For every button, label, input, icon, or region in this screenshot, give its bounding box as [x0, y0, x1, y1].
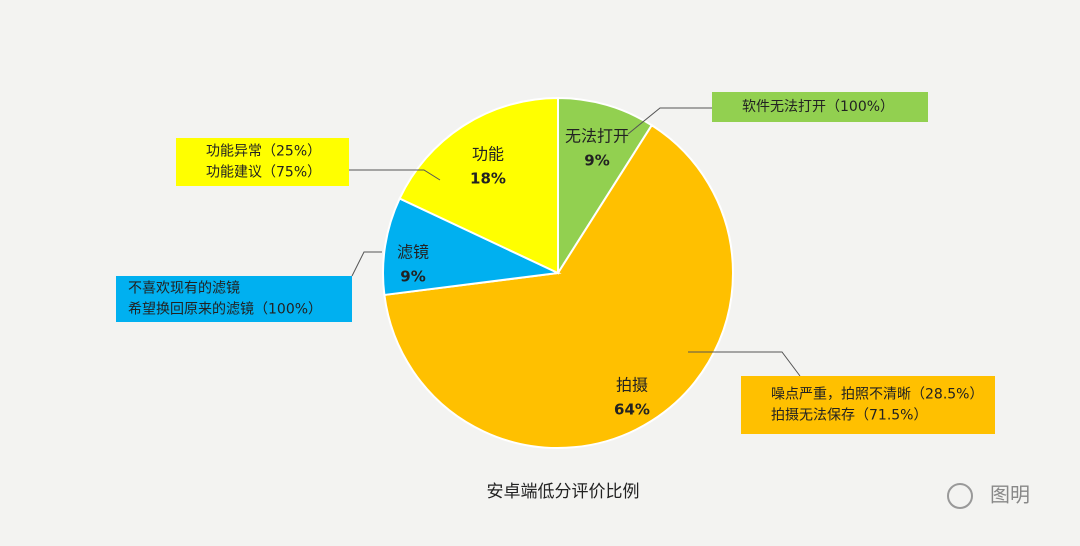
slice-label: 拍摄 [616, 376, 648, 395]
callout-text: 功能建议（75%） [206, 165, 321, 181]
slice-label: 功能 [472, 145, 504, 164]
callout-line [349, 169, 441, 181]
callout-text: 噪点严重，拍照不清晰（28.5%） [771, 387, 983, 403]
callout-text: 拍摄无法保存（71.5%） [771, 408, 927, 424]
callout-box [176, 138, 349, 186]
callout-line [627, 107, 712, 135]
pie-slice [382, 197, 562, 297]
pie-slice [557, 96, 654, 277]
callout-line [351, 251, 382, 277]
callout-line [688, 351, 801, 377]
value-label: 9% [400, 268, 425, 286]
value-label: 64% [614, 401, 650, 419]
value-label: 18% [470, 170, 506, 188]
chart-title: 安卓端低分评价比例 [487, 482, 640, 502]
callout-box [741, 376, 995, 434]
slice-label: 无法打开 [565, 127, 629, 146]
pie-slice [383, 123, 734, 449]
callout-box [712, 92, 928, 122]
callout-box [116, 276, 352, 322]
callout-text: 软件无法打开（100%） [742, 98, 894, 115]
value-label: 9% [584, 152, 609, 170]
slice-label: 滤镜 [397, 243, 429, 262]
pie-slice [398, 96, 559, 275]
callout-text: 希望换回原来的滤镜（100%） [128, 301, 322, 318]
watermark-icon [947, 483, 973, 509]
watermark: 图明 [990, 483, 1030, 507]
callout-text: 不喜欢现有的滤镜 [128, 281, 240, 297]
callout-text: 功能异常（25%） [206, 144, 321, 160]
